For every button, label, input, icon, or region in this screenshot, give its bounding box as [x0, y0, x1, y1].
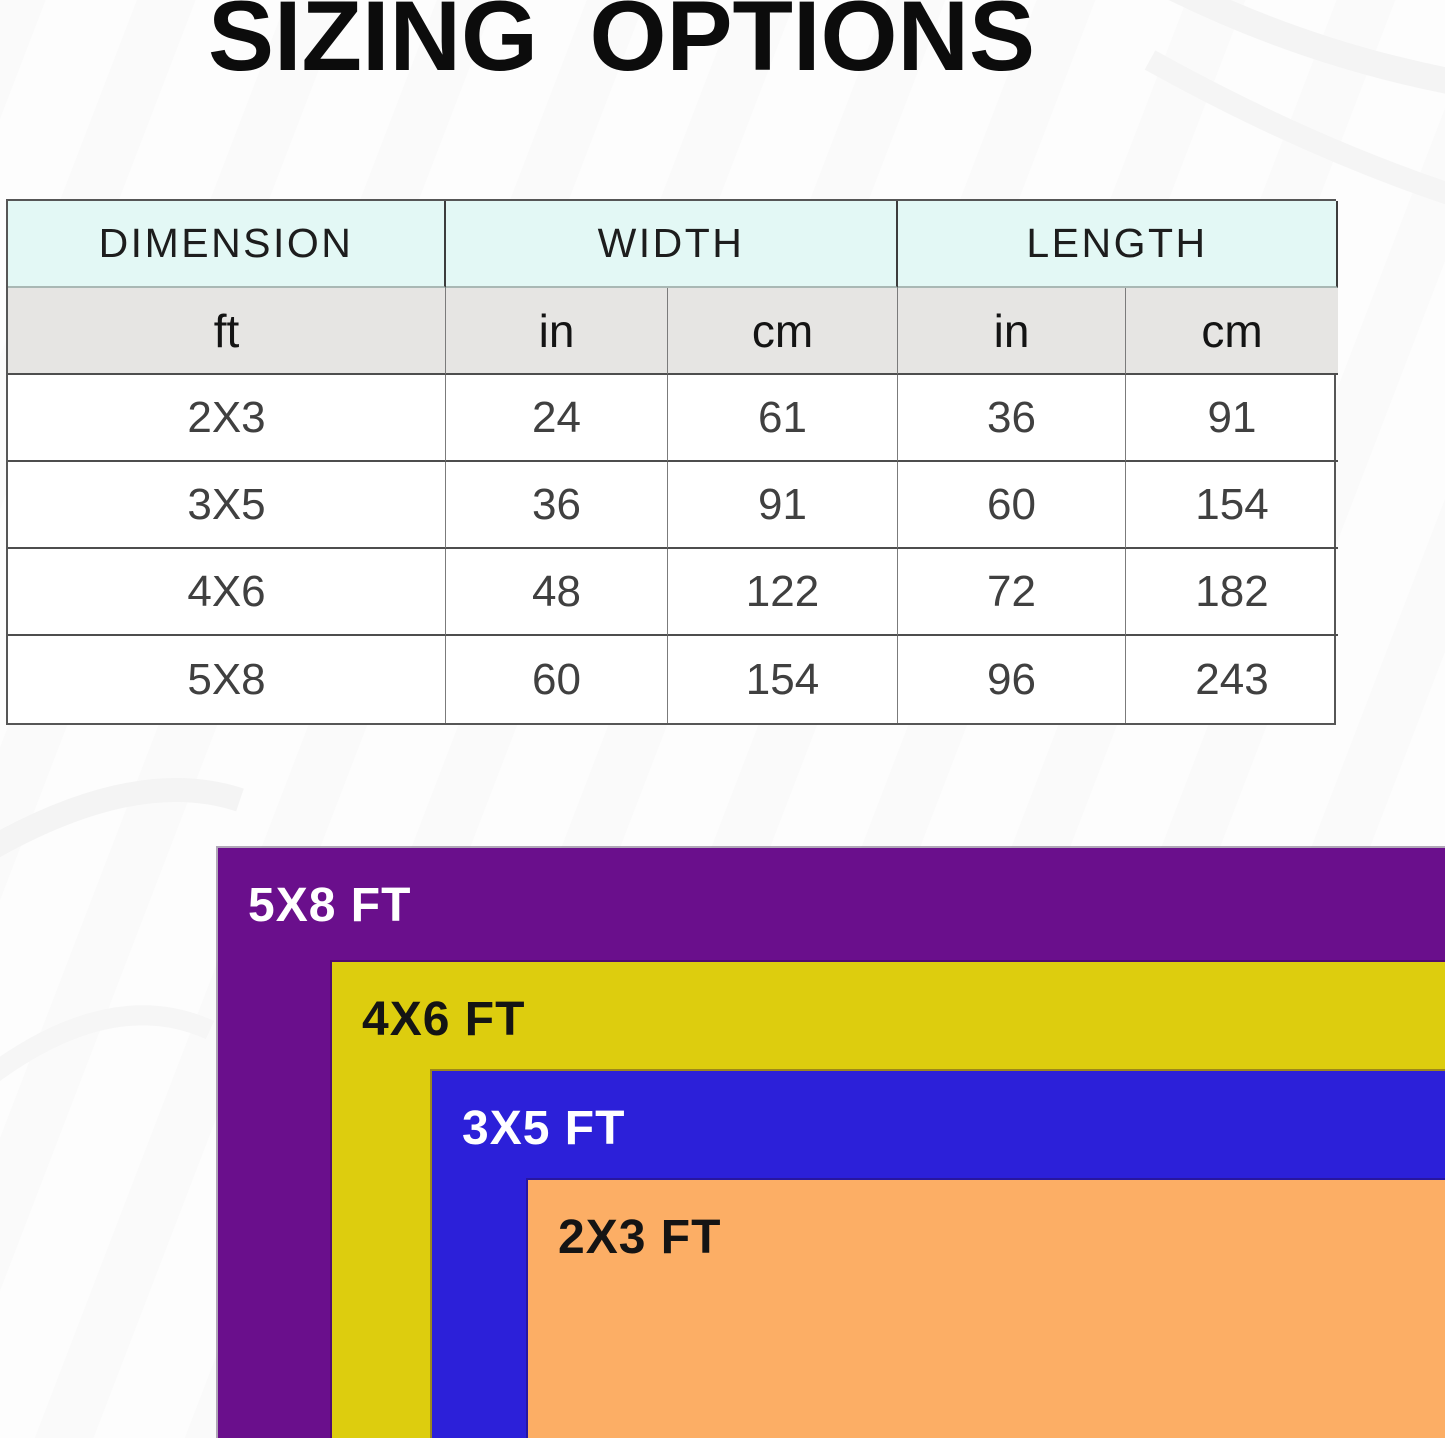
cell-r1-length-cm: 91	[1126, 375, 1338, 462]
cell-r3-length-in: 72	[898, 549, 1126, 636]
unit-cell-width-in: in	[446, 288, 668, 375]
cell-r3-length-cm: 182	[1126, 549, 1338, 636]
cell-r2-dimension: 3X5	[8, 462, 446, 549]
size-rect-2x3-label: 2X3 FT	[558, 1211, 722, 1264]
page-title: SIZING OPTIONS	[208, 0, 1036, 91]
sizing-table: DIMENSION WIDTH LENGTH ft in cm in cm 2X…	[6, 199, 1338, 725]
size-rect-2x3: 2X3 FT	[528, 1180, 1445, 1438]
cell-r1-width-in: 24	[446, 375, 668, 462]
cell-r4-length-in: 96	[898, 636, 1126, 723]
cell-r2-length-cm: 154	[1126, 462, 1338, 549]
cell-r1-width-cm: 61	[668, 375, 898, 462]
cell-r3-dimension: 4X6	[8, 549, 446, 636]
unit-cell-length-cm: cm	[1126, 288, 1338, 375]
size-rect-3x5-label: 3X5 FT	[462, 1102, 626, 1155]
unit-cell-length-in: in	[898, 288, 1126, 375]
size-rect-4x6-label: 4X6 FT	[362, 993, 526, 1046]
unit-cell-width-cm: cm	[668, 288, 898, 375]
header-cell-dimension: DIMENSION	[8, 201, 446, 288]
cell-r2-width-cm: 91	[668, 462, 898, 549]
cell-r4-width-cm: 154	[668, 636, 898, 723]
cell-r3-width-in: 48	[446, 549, 668, 636]
cell-r4-length-cm: 243	[1195, 654, 1269, 704]
header-cell-width: WIDTH	[446, 201, 898, 288]
cell-r3-width-cm: 122	[668, 549, 898, 636]
unit-cell-ft: ft	[8, 288, 446, 375]
header-cell-length: LENGTH	[898, 201, 1338, 288]
cell-r4-width-in: 60	[446, 636, 668, 723]
cell-r2-width-in: 36	[446, 462, 668, 549]
size-rect-5x8-label: 5X8 FT	[248, 879, 412, 932]
cell-r1-length-in: 36	[898, 375, 1126, 462]
cell-r1-dimension: 2X3	[8, 375, 446, 462]
cell-r2-length-in: 60	[898, 462, 1126, 549]
cell-r4-dimension: 5X8	[8, 636, 446, 723]
size-rect-3x5: 3X5 FT	[432, 1071, 1445, 1438]
size-rect-5x8: 5X8 FT	[218, 848, 1445, 1438]
size-rect-4x6: 4X6 FT	[332, 962, 1445, 1438]
